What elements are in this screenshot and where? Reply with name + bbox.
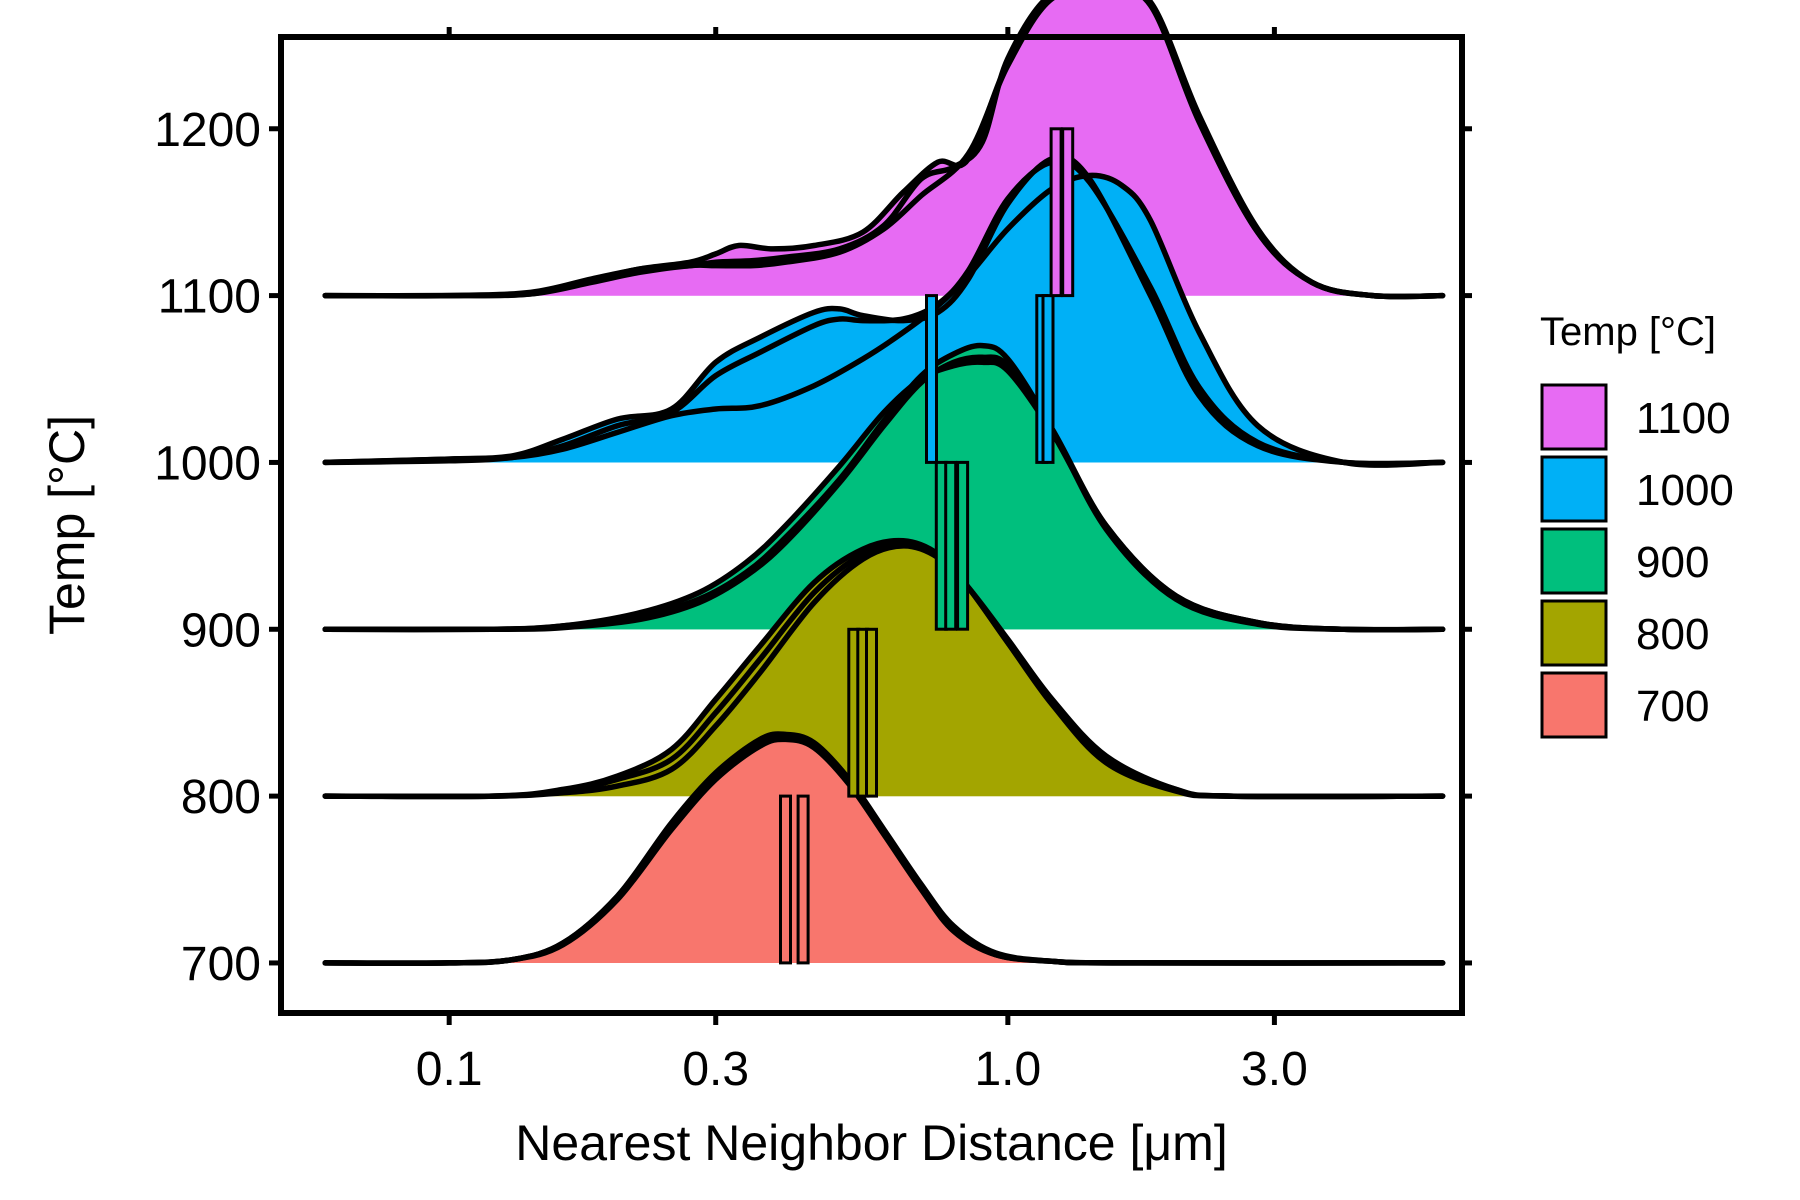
y-axis-title: Temp [°C] (39, 415, 95, 635)
ridge-1000-fill-3 (325, 161, 1443, 464)
y-tick-label-4: 1100 (158, 271, 261, 324)
legend-title: Temp [°C] (1540, 310, 1716, 354)
ridge-900-fill-3 (325, 357, 1443, 630)
x-axis: 0.1 0.3 1.0 3.0 (416, 27, 1308, 1096)
y-tick-label-2: 900 (181, 604, 261, 657)
x-tick-label-1: 0.3 (682, 1043, 749, 1096)
y-tick-label-3: 1000 (154, 437, 261, 490)
median-markers (779, 127, 1075, 965)
density-ridges (322, 0, 1446, 966)
ridge-800-curve-3 (322, 543, 1446, 800)
median-700-1 (779, 794, 792, 965)
ridge-800-fill-3 (325, 545, 1443, 797)
x-tick-label-3: 3.0 (1241, 1043, 1308, 1096)
median-1100-1 (1049, 127, 1063, 298)
median-900-3 (956, 460, 970, 631)
ridge-1100-fill-3 (325, 0, 1443, 297)
legend-item-1100: 1100 (1540, 383, 1731, 451)
legend-swatch-700 (1540, 671, 1608, 739)
legend-item-1000: 1000 (1540, 455, 1734, 523)
legend: Temp [°C] 1100 1000 900 800 700 (1540, 310, 1734, 739)
legend-swatch-1000 (1540, 455, 1608, 523)
x-tick-label-2: 1.0 (974, 1043, 1041, 1096)
ridge-700-fill-3 (325, 739, 1443, 964)
median-1000-1 (925, 294, 938, 464)
ridge-1100-curve-3 (322, 0, 1446, 300)
ridge-800 (322, 537, 1446, 800)
legend-label-1000: 1000 (1636, 466, 1734, 515)
legend-item-900: 900 (1540, 527, 1709, 595)
legend-swatch-800 (1540, 599, 1608, 667)
y-axis: 700 800 900 1000 1100 1200 (154, 104, 1472, 991)
median-900-2 (944, 460, 958, 631)
x-tick-label-0: 0.1 (416, 1043, 483, 1096)
ridge-700 (322, 731, 1446, 966)
ridge-1100 (322, 0, 1446, 300)
median-800-3 (865, 627, 878, 798)
median-1000-3 (1041, 294, 1055, 464)
ridge-700-curve-3 (322, 736, 1446, 966)
legend-item-700: 700 (1540, 671, 1709, 739)
median-700-2 (796, 794, 810, 965)
legend-label-900: 900 (1636, 538, 1709, 587)
legend-item-800: 800 (1540, 599, 1709, 667)
legend-label-1100: 1100 (1636, 394, 1731, 443)
y-tick-label-5: 1200 (154, 104, 261, 157)
legend-swatch-900 (1540, 527, 1608, 595)
plot-frame (278, 34, 1465, 1016)
legend-label-800: 800 (1636, 610, 1709, 659)
x-axis-title: Nearest Neighbor Distance [μm] (515, 1115, 1227, 1171)
ridge-1000 (322, 154, 1446, 468)
legend-label-700: 700 (1636, 682, 1709, 731)
y-tick-label-0: 700 (181, 938, 261, 991)
y-tick-label-1: 800 (181, 771, 261, 824)
median-1100-2 (1061, 127, 1075, 298)
legend-swatch-1100 (1540, 383, 1608, 451)
ridge-1000-curve-3 (322, 158, 1446, 467)
